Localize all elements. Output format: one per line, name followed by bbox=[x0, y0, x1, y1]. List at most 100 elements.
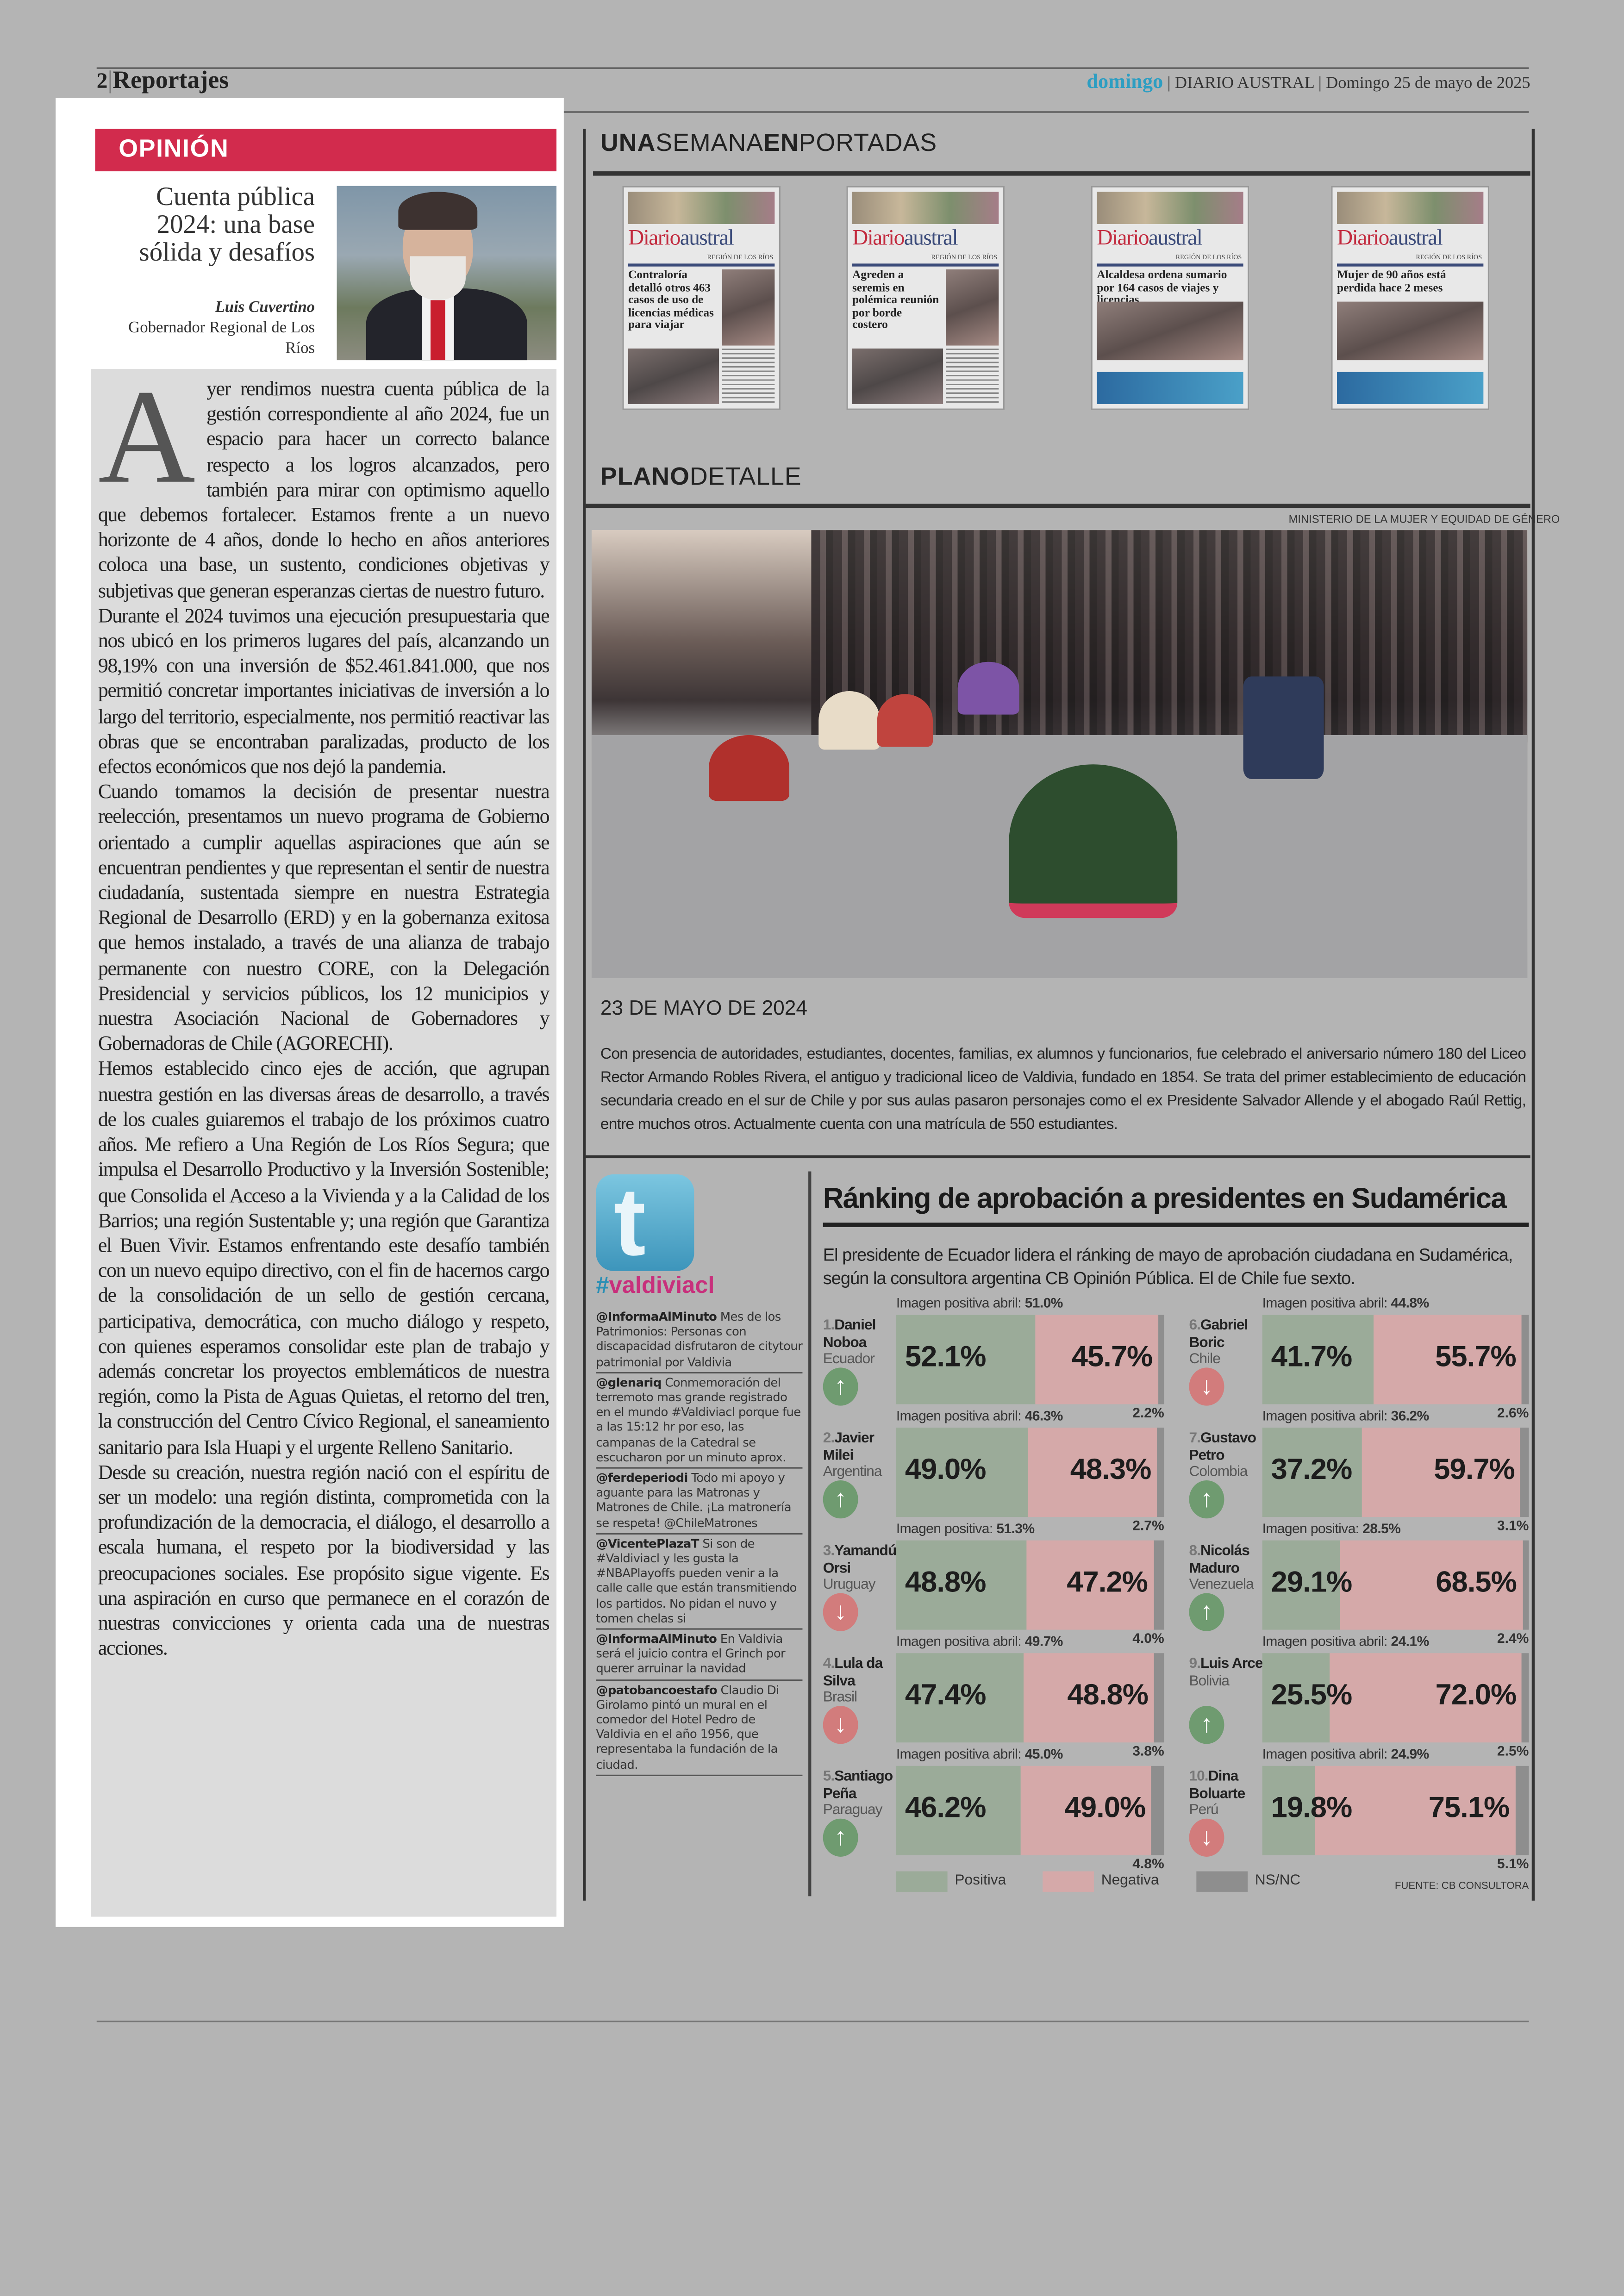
legend-swatch bbox=[1196, 1871, 1248, 1892]
bar-nsnc bbox=[1520, 1428, 1529, 1517]
arrow-up-icon: ↑ bbox=[823, 1818, 858, 1857]
negative-value-label: 68.5% bbox=[1436, 1566, 1517, 1599]
front-page-region: REGIÓN DE LOS RÍOS bbox=[1175, 253, 1242, 261]
nsnc-value-label: 5.1% bbox=[1497, 1856, 1529, 1873]
tweet-handle: @VicentePlazaT bbox=[596, 1535, 699, 1551]
author-byline: Luis Cuvertino Gobernador Regional de Lo… bbox=[114, 297, 315, 359]
president-label: 9.Luis Arce Bolivia bbox=[1189, 1656, 1265, 1690]
bar-nsnc bbox=[1522, 1653, 1529, 1743]
front-page-text bbox=[722, 348, 775, 405]
approval-ranking-chart: Ránking de aprobación a presidentes en S… bbox=[823, 1179, 1529, 1896]
front-page-thumbnail: Diarioaustral REGIÓN DE LOS RÍOS Mujer de … bbox=[1331, 186, 1489, 410]
bar-nsnc bbox=[1153, 1540, 1164, 1630]
tweet-list: @InformaAlMinuto Mes de los Patrimonios:… bbox=[596, 1308, 803, 1776]
paragraph: Desde su creación, nuestra región nació … bbox=[98, 1462, 550, 1661]
bar-positive bbox=[896, 1766, 1020, 1855]
logo-part: Diario bbox=[1097, 227, 1149, 250]
president-country: Perú bbox=[1189, 1802, 1219, 1819]
april-approval-label: Imagen positiva abril: 45.0% bbox=[896, 1747, 1063, 1763]
front-page-photo bbox=[628, 348, 719, 405]
tweet-handle: @ferdeperiodi bbox=[596, 1470, 688, 1485]
april-approval-label: Imagen positiva abril: 51.0% bbox=[896, 1296, 1063, 1312]
issue-date: Domingo 25 de mayo de 2025 bbox=[1326, 75, 1530, 93]
chart-source: FUENTE: CB CONSULTORA bbox=[1394, 1881, 1529, 1892]
front-page-rule bbox=[628, 263, 775, 267]
bar-nsnc bbox=[1522, 1315, 1529, 1404]
president-country: Ecuador bbox=[823, 1351, 875, 1368]
front-page-headline: Contraloría detalló otros 463 casos de u… bbox=[628, 268, 714, 332]
tweet-handle: @InformaAlMinuto bbox=[596, 1631, 717, 1646]
front-page-region: REGIÓN DE LOS RÍOS bbox=[707, 253, 774, 261]
tweet-handle: @glenariq bbox=[596, 1374, 662, 1390]
bar-positive bbox=[896, 1428, 1028, 1517]
logo-part: Diario bbox=[852, 227, 905, 250]
tweet-handle: @patobancoestafo bbox=[596, 1682, 717, 1697]
bar-negative bbox=[1330, 1653, 1522, 1743]
president-rank: 9. bbox=[1189, 1656, 1201, 1672]
chart-title-rule bbox=[823, 1223, 1529, 1227]
tweet-item: @patobancoestafo Claudio Di Girolamo pin… bbox=[596, 1680, 803, 1776]
nsnc-value-label: 2.4% bbox=[1497, 1631, 1529, 1647]
opinion-label-bar: OPINIÓN bbox=[95, 129, 557, 172]
front-page-logo: Diarioaustral bbox=[1097, 227, 1203, 252]
negative-value-label: 59.7% bbox=[1434, 1454, 1515, 1486]
opinion-title: Cuenta pública 2024: una base sólida y d… bbox=[139, 181, 315, 267]
negative-value-label: 75.1% bbox=[1428, 1792, 1510, 1825]
front-page-logo: Diarioaustral bbox=[628, 227, 734, 252]
president-name: Javier Milei bbox=[823, 1430, 874, 1464]
arrow-down-icon: ↓ bbox=[1189, 1367, 1224, 1406]
tweet-item: @InformaAlMinuto En Valdivia será el jui… bbox=[596, 1630, 803, 1681]
front-page-teasers bbox=[1097, 192, 1243, 224]
april-value: 28.5% bbox=[1362, 1521, 1401, 1538]
front-page-rule bbox=[1337, 263, 1484, 267]
bar-positive bbox=[896, 1540, 1027, 1630]
tweet-text: Mes de los Patrimonios: Personas con dis… bbox=[596, 1309, 803, 1369]
arrow-up-icon: ↑ bbox=[1189, 1593, 1224, 1631]
president-country: Uruguay bbox=[823, 1577, 876, 1593]
positive-value-label: 41.7% bbox=[1271, 1341, 1353, 1374]
opinion-label: OPINIÓN bbox=[119, 135, 229, 163]
april-label-text: Imagen positiva abril: bbox=[1262, 1408, 1388, 1425]
bar-positive bbox=[896, 1653, 1024, 1743]
front-page-teasers bbox=[852, 192, 999, 224]
front-page-region: REGIÓN DE LOS RÍOS bbox=[1416, 253, 1482, 261]
april-label-text: Imagen positiva abril: bbox=[1262, 1634, 1388, 1650]
president-rank: 6. bbox=[1189, 1317, 1201, 1334]
front-page-teasers bbox=[1337, 192, 1484, 224]
president-country: Colombia bbox=[1189, 1464, 1248, 1480]
tweet-text: Si son de #Valdiviacl y les gusta la #NB… bbox=[596, 1535, 797, 1625]
front-page-headline: Agreden a seremis en polémica reunión po… bbox=[852, 268, 939, 332]
positive-value-label: 25.5% bbox=[1271, 1679, 1353, 1712]
author-role: Gobernador Regional de Los Ríos bbox=[128, 319, 315, 357]
april-label-text: Imagen positiva abril: bbox=[1262, 1296, 1388, 1312]
section-rule bbox=[593, 171, 1530, 176]
president-rank: 5. bbox=[823, 1769, 835, 1785]
legend-swatch bbox=[896, 1871, 948, 1892]
bar-negative bbox=[1020, 1766, 1151, 1855]
legend-label: Negativa bbox=[1101, 1872, 1159, 1889]
positive-value-label: 37.2% bbox=[1271, 1454, 1353, 1486]
april-value: 46.3% bbox=[1024, 1408, 1063, 1425]
april-label-text: Imagen positiva abril: bbox=[1262, 1747, 1388, 1763]
april-label-text: Imagen positiva abril: bbox=[896, 1408, 1022, 1425]
supplement-name: domingo bbox=[1087, 71, 1163, 94]
president-label: 2.Javier Milei Argentina bbox=[823, 1430, 899, 1481]
april-value: 45.0% bbox=[1024, 1747, 1063, 1763]
tweet-handle: @InformaAlMinuto bbox=[596, 1309, 717, 1324]
bar-nsnc bbox=[1515, 1766, 1529, 1855]
logo-part: austral bbox=[680, 227, 734, 250]
bar-negative bbox=[1315, 1766, 1515, 1855]
april-label-text: Imagen positiva: bbox=[896, 1521, 993, 1538]
logo-part: austral bbox=[1388, 227, 1443, 250]
bar-negative bbox=[1361, 1428, 1521, 1517]
front-page-region: REGIÓN DE LOS RÍOS bbox=[931, 253, 998, 261]
logo-part: Diario bbox=[628, 227, 681, 250]
april-value: 51.3% bbox=[996, 1521, 1035, 1538]
legend-swatch bbox=[1043, 1871, 1094, 1892]
april-approval-label: Imagen positiva abril: 44.8% bbox=[1262, 1296, 1429, 1312]
negative-value-label: 49.0% bbox=[1064, 1792, 1146, 1825]
front-page-photo bbox=[946, 269, 999, 346]
president-country: Brasil bbox=[823, 1690, 857, 1706]
